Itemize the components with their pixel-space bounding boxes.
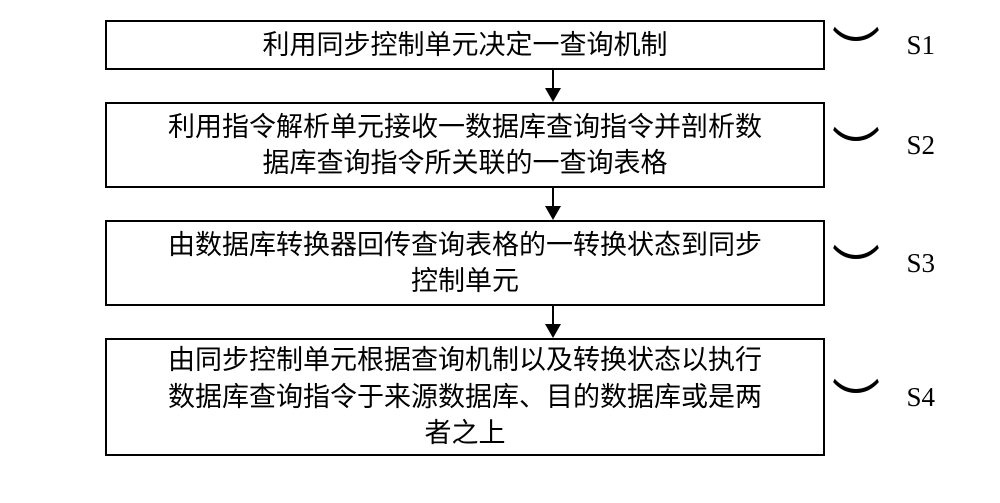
step-label-2: S2 (906, 130, 935, 161)
brace-icon: ︶ (832, 109, 880, 190)
step-row-1: 利用同步控制单元决定一查询机制 ︶ S1 (0, 20, 1000, 70)
brace-icon: ︶ (832, 9, 880, 90)
arrow-connector (193, 188, 913, 220)
step-box-2: 利用指令解析单元接收一数据库查询指令并剖析数 据库查询指令所关联的一查询表格 (105, 102, 825, 188)
step-label-4: S4 (906, 382, 935, 413)
arrow-line (552, 70, 554, 88)
arrow-connector (193, 306, 913, 338)
brace-icon: ︶ (832, 227, 880, 308)
step-text-line: 据库查询指令所关联的一查询表格 (263, 145, 668, 181)
step-text-line: 者之上 (425, 415, 506, 451)
step-box-3: 由数据库转换器回传查询表格的一转换状态到同步 控制单元 (105, 220, 825, 306)
step-row-3: 由数据库转换器回传查询表格的一转换状态到同步 控制单元 ︶ S3 (0, 220, 1000, 306)
arrow-head-icon (545, 324, 561, 338)
step-text-line: 由同步控制单元根据查询机制以及转换状态以执行 (168, 342, 762, 378)
step-box-4: 由同步控制单元根据查询机制以及转换状态以执行 数据库查询指令于来源数据库、目的数… (105, 338, 825, 456)
arrow-head-icon (545, 206, 561, 220)
step-text-line: 利用同步控制单元决定一查询机制 (263, 27, 668, 63)
arrow-head-icon (545, 88, 561, 102)
step-box-1: 利用同步控制单元决定一查询机制 (105, 20, 825, 70)
step-row-4: 由同步控制单元根据查询机制以及转换状态以执行 数据库查询指令于来源数据库、目的数… (0, 338, 1000, 456)
step-label-1: S1 (906, 30, 935, 61)
step-text-line: 控制单元 (411, 263, 519, 299)
arrow-connector (193, 70, 913, 102)
arrow-line (552, 306, 554, 324)
arrow-line (552, 188, 554, 206)
step-row-2: 利用指令解析单元接收一数据库查询指令并剖析数 据库查询指令所关联的一查询表格 ︶… (0, 102, 1000, 188)
brace-icon: ︶ (832, 361, 880, 442)
step-text-line: 由数据库转换器回传查询表格的一转换状态到同步 (168, 227, 762, 263)
step-text-line: 数据库查询指令于来源数据库、目的数据库或是两 (168, 379, 762, 415)
step-text-line: 利用指令解析单元接收一数据库查询指令并剖析数 (168, 109, 762, 145)
step-label-3: S3 (906, 248, 935, 279)
